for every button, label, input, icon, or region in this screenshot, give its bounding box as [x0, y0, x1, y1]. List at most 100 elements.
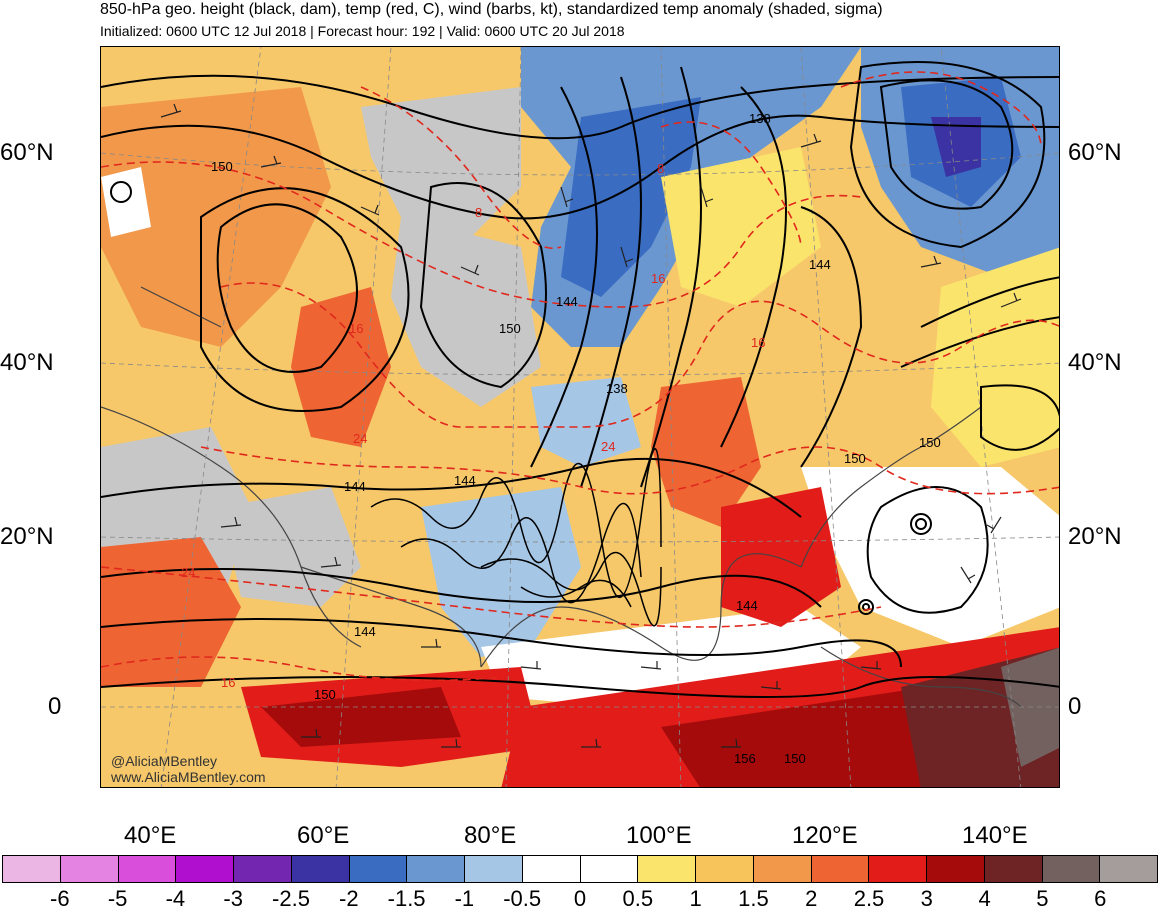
colorbar-label: 1 [689, 886, 702, 911]
colorbar-box [638, 856, 696, 882]
height-label: 150 [211, 159, 233, 174]
credit-handle: @AliciaMBentley [111, 753, 218, 769]
anomaly-red-caspian [291, 287, 391, 447]
colorbar-box [291, 856, 350, 882]
anomaly-colorbar [2, 855, 1158, 883]
colorbar-box [1042, 856, 1101, 882]
anomaly-yellow-ne [931, 247, 1059, 467]
colorbar-label: 5 [1036, 886, 1049, 911]
height-label: 150 [499, 321, 521, 336]
colorbar-box [60, 856, 119, 882]
anomaly-blue-ne-core [931, 117, 981, 177]
colorbar-box [118, 856, 177, 882]
colorbar-box [3, 856, 61, 882]
coastlines [101, 286, 1022, 708]
colorbar-box [176, 856, 234, 882]
height-label: 150 [314, 687, 336, 702]
height-label: 150 [844, 451, 866, 466]
height-label: 144 [454, 473, 476, 488]
anomaly-gray-arabia [221, 487, 361, 607]
lat-label-left: 0 [48, 693, 62, 720]
height-label: 144 [344, 479, 366, 494]
anomaly-gray-center [391, 217, 541, 407]
height-label: 144 [354, 624, 376, 639]
map-title: 850-hPa geo. height (black, dam), temp (… [100, 1, 883, 18]
colorbar-label: -3 [223, 886, 243, 911]
map-subtitle: Initialized: 0600 UTC 12 Jul 2018 | Fore… [100, 23, 625, 39]
colorbar-label: 1.5 [738, 886, 769, 911]
colorbar-box [811, 856, 870, 882]
height-label: 150 [919, 435, 941, 450]
colorbar-label: -0.5 [503, 886, 542, 911]
anomaly-white-pacific [801, 467, 1059, 647]
temp-contours [101, 71, 1059, 682]
colorbar-box [869, 856, 927, 882]
temp-label: 8 [657, 161, 664, 176]
lat-label-right: 0 [1068, 693, 1082, 720]
colorbar-label: 0.5 [622, 886, 654, 911]
lat-label-right: 40°N [1068, 349, 1122, 376]
terrain-contours [370, 448, 662, 627]
colorbar-label: -1.5 [387, 886, 426, 911]
colorbar-label: 2.5 [853, 886, 885, 911]
temp-label: 24 [353, 431, 367, 446]
colorbar-label: -4 [165, 886, 186, 911]
height-label: 138 [749, 111, 771, 126]
colorbar-label: 3 [920, 886, 933, 911]
colorbar-label: -6 [50, 886, 70, 911]
colorbar-box [234, 856, 292, 882]
colorbar-box [984, 856, 1043, 882]
temp-label: 16 [751, 335, 765, 350]
colorbar-label: 0 [573, 886, 587, 911]
colorbar-label: -2.5 [272, 886, 310, 911]
colorbar-label: 4 [978, 886, 991, 911]
lon-label: 60°E [297, 822, 350, 849]
colorbar-label: 6 [1094, 886, 1107, 911]
temp-label: 16 [221, 675, 235, 690]
height-label: 150 [784, 751, 806, 766]
temp-label: 16 [349, 321, 363, 336]
lat-label-left: 40°N [0, 349, 54, 376]
anomaly-lightblue-mid [531, 377, 641, 467]
height-label: 156 [734, 751, 756, 766]
lon-label: 100°E [626, 822, 692, 849]
height-label: 144 [556, 294, 578, 309]
colorbar-label: 2 [805, 886, 818, 911]
temp-label: 24 [601, 439, 615, 454]
lon-label: 120°E [792, 822, 858, 849]
height-label: 138 [606, 381, 628, 396]
anomaly-red-west [101, 537, 241, 687]
map-panel[interactable]: 150 150 144 138 144 150 144 150 144 138 … [100, 46, 1060, 788]
lon-label: 80°E [464, 822, 517, 849]
credit-website: www.AliciaMBentley.com [111, 769, 266, 785]
colorbar-box [1100, 856, 1157, 882]
map-canvas: 150 150 144 138 144 150 144 150 144 138 … [101, 47, 1059, 787]
colorbar-box [407, 856, 465, 882]
colorbar-box [696, 856, 754, 882]
temp-label: 8 [475, 205, 482, 220]
anomaly-lightblue-asia [421, 487, 581, 657]
colorbar-box [349, 856, 408, 882]
height-contours [101, 61, 1059, 698]
colorbar-box [522, 856, 581, 882]
wind-barbs [160, 103, 1022, 748]
temp-label: 16 [651, 271, 665, 286]
colorbar-box [465, 856, 523, 882]
lat-label-right: 20°N [1068, 523, 1122, 550]
height-labels: 150 150 144 138 144 150 144 150 144 138 … [211, 111, 941, 766]
colorbar-label: -1 [454, 886, 475, 911]
anomaly-orange-europe [101, 87, 331, 347]
colorbar-box [580, 856, 639, 882]
temp-labels: 8 16 8 16 16 24 24 24 16 [181, 161, 765, 690]
anomaly-darkred-indian [261, 687, 461, 747]
colorbar-label: -2 [339, 886, 359, 911]
colorbar-label: -5 [107, 886, 128, 911]
temp-label: 24 [181, 565, 195, 580]
anomaly-red-se [721, 487, 841, 627]
lat-label-left: 20°N [0, 523, 54, 550]
lat-label-right: 60°N [1068, 139, 1122, 166]
lat-label-left: 60°N [0, 139, 54, 166]
anomaly-gray-north [361, 87, 521, 247]
height-label: 144 [809, 257, 831, 272]
lon-label: 140°E [962, 822, 1028, 849]
